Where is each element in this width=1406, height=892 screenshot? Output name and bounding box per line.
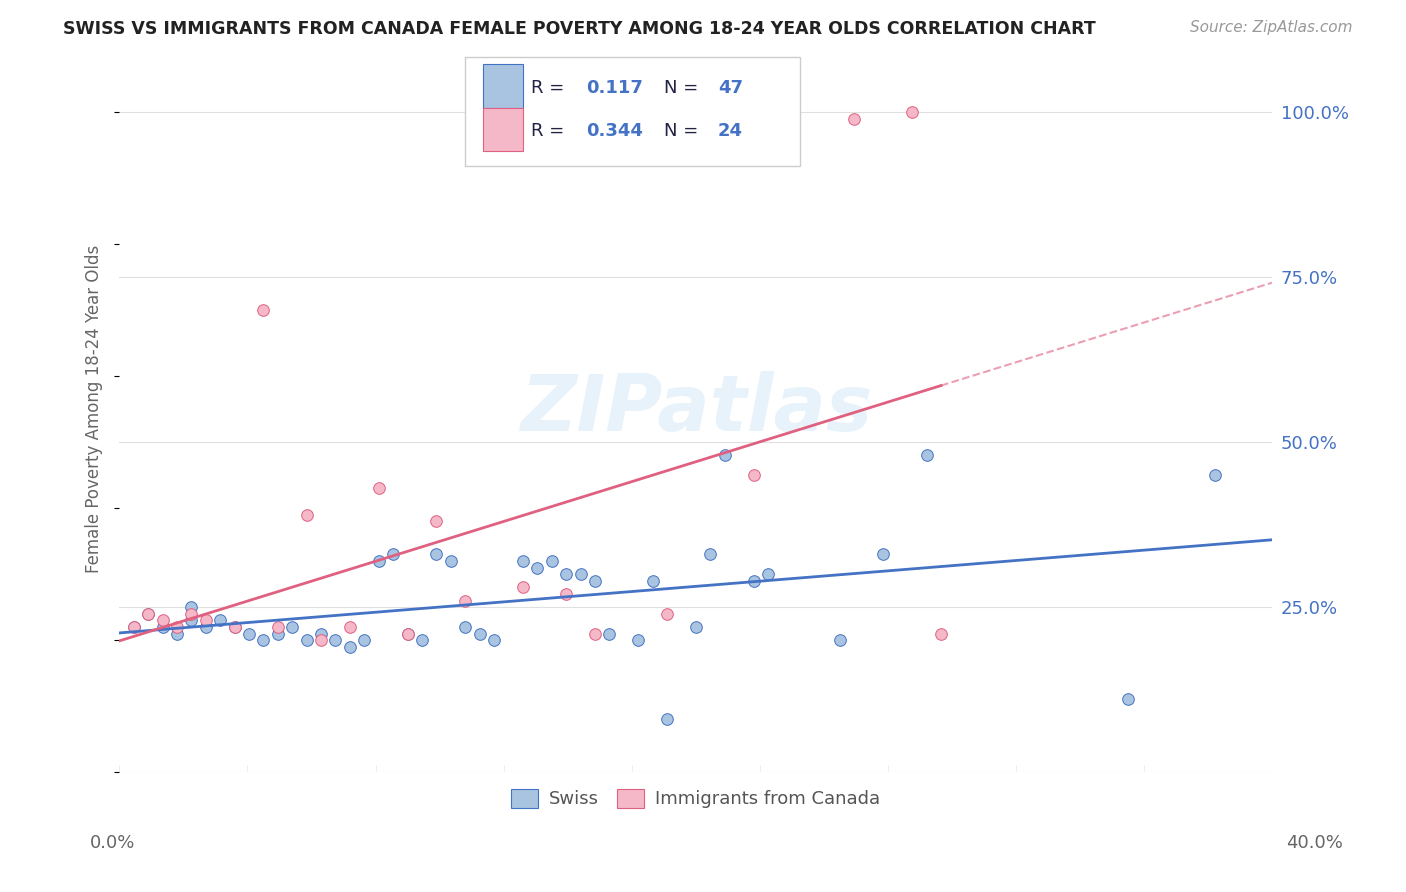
Point xyxy=(166,626,188,640)
Point xyxy=(742,574,765,588)
Point xyxy=(367,481,389,495)
Point xyxy=(454,593,477,607)
Point xyxy=(152,613,174,627)
Point xyxy=(396,626,419,640)
Point xyxy=(353,633,375,648)
Point xyxy=(555,567,578,582)
Point xyxy=(583,574,606,588)
Point xyxy=(295,508,318,522)
Point xyxy=(655,712,678,726)
Point xyxy=(136,607,159,621)
Point xyxy=(901,105,924,120)
Point xyxy=(844,112,866,126)
Point xyxy=(309,633,332,648)
Point xyxy=(224,620,246,634)
Text: R =: R = xyxy=(531,78,569,96)
Point xyxy=(828,633,851,648)
Text: 0.0%: 0.0% xyxy=(90,834,135,852)
Text: N =: N = xyxy=(664,78,703,96)
Point xyxy=(339,620,361,634)
Point xyxy=(569,567,592,582)
Text: 40.0%: 40.0% xyxy=(1286,834,1343,852)
Point xyxy=(238,626,260,640)
Point xyxy=(627,633,650,648)
Point xyxy=(742,468,765,483)
Point xyxy=(252,633,274,648)
Point xyxy=(122,620,145,634)
FancyBboxPatch shape xyxy=(465,57,800,166)
Point xyxy=(166,620,188,634)
Point xyxy=(180,613,202,627)
Point xyxy=(1118,692,1140,706)
Text: 24: 24 xyxy=(718,122,742,140)
Point xyxy=(425,514,447,528)
Point xyxy=(122,620,145,634)
Point xyxy=(454,620,477,634)
Point xyxy=(555,587,578,601)
FancyBboxPatch shape xyxy=(482,64,523,108)
Point xyxy=(598,626,620,640)
Point xyxy=(655,607,678,621)
Point xyxy=(295,633,318,648)
Point xyxy=(482,633,505,648)
Text: ZIPatlas: ZIPatlas xyxy=(520,371,872,447)
Point xyxy=(425,547,447,561)
Point xyxy=(468,626,491,640)
Text: 0.344: 0.344 xyxy=(586,122,643,140)
Point xyxy=(382,547,405,561)
Point xyxy=(224,620,246,634)
Point xyxy=(396,626,419,640)
Point xyxy=(194,613,217,627)
Point xyxy=(209,613,232,627)
Point xyxy=(915,448,938,462)
Point xyxy=(281,620,304,634)
Point xyxy=(180,607,202,621)
Point xyxy=(267,620,290,634)
Point xyxy=(872,547,894,561)
FancyBboxPatch shape xyxy=(482,108,523,152)
Point xyxy=(685,620,707,634)
Point xyxy=(325,633,347,648)
Point xyxy=(713,448,735,462)
Point xyxy=(411,633,433,648)
Text: SWISS VS IMMIGRANTS FROM CANADA FEMALE POVERTY AMONG 18-24 YEAR OLDS CORRELATION: SWISS VS IMMIGRANTS FROM CANADA FEMALE P… xyxy=(63,20,1097,37)
Point xyxy=(440,554,463,568)
Point xyxy=(194,620,217,634)
Text: 47: 47 xyxy=(718,78,742,96)
Point xyxy=(699,547,721,561)
Text: Source: ZipAtlas.com: Source: ZipAtlas.com xyxy=(1189,20,1353,35)
Point xyxy=(267,626,290,640)
Point xyxy=(252,303,274,318)
Point xyxy=(756,567,779,582)
Point xyxy=(641,574,664,588)
Point xyxy=(1204,468,1226,483)
Point xyxy=(929,626,952,640)
Text: R =: R = xyxy=(531,122,569,140)
Y-axis label: Female Poverty Among 18-24 Year Olds: Female Poverty Among 18-24 Year Olds xyxy=(86,245,103,574)
Point xyxy=(136,607,159,621)
Point xyxy=(367,554,389,568)
Point xyxy=(512,580,534,594)
Point xyxy=(583,626,606,640)
Point xyxy=(339,640,361,654)
Legend: Swiss, Immigrants from Canada: Swiss, Immigrants from Canada xyxy=(502,780,890,817)
Point xyxy=(512,554,534,568)
Point xyxy=(309,626,332,640)
Point xyxy=(526,560,548,574)
Point xyxy=(152,620,174,634)
Text: 0.117: 0.117 xyxy=(586,78,643,96)
Point xyxy=(540,554,562,568)
Point xyxy=(180,600,202,615)
Text: N =: N = xyxy=(664,122,703,140)
